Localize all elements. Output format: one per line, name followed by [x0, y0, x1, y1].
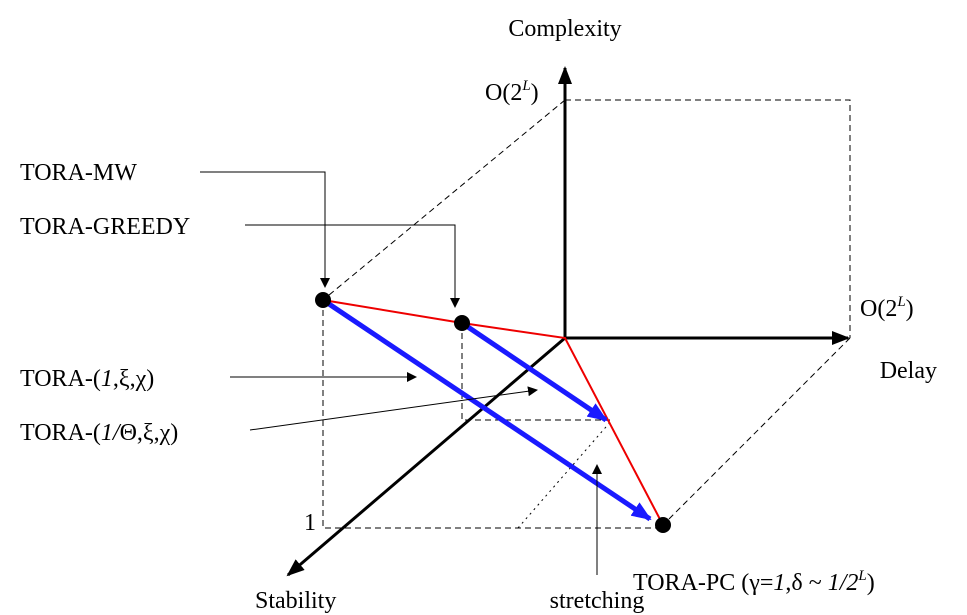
label: TORA-(1,ξ,χ): [20, 366, 154, 392]
axis-max: O(2L): [485, 78, 539, 106]
label: TORA-(1/Θ,ξ,χ): [20, 420, 178, 446]
axis-max: 1: [304, 510, 316, 536]
axes: [286, 66, 850, 577]
label: TORA-MW: [20, 160, 137, 186]
blue-arrows: [321, 297, 652, 522]
axis-label: Complexity: [508, 16, 621, 42]
label: TORA-GREEDY: [20, 214, 190, 240]
label: TORA-PC (γ=1,δ ~ 1/2L): [633, 568, 875, 596]
axis-label: Delay: [880, 358, 937, 384]
axis-max: O(2L): [860, 294, 914, 322]
callouts: [200, 171, 602, 575]
red-path: [322, 299, 664, 526]
label: stretching: [550, 588, 645, 614]
points: [315, 292, 671, 533]
guides: [322, 99, 851, 529]
stretch-guide: [517, 419, 613, 529]
axis-label: Stability: [255, 588, 336, 614]
